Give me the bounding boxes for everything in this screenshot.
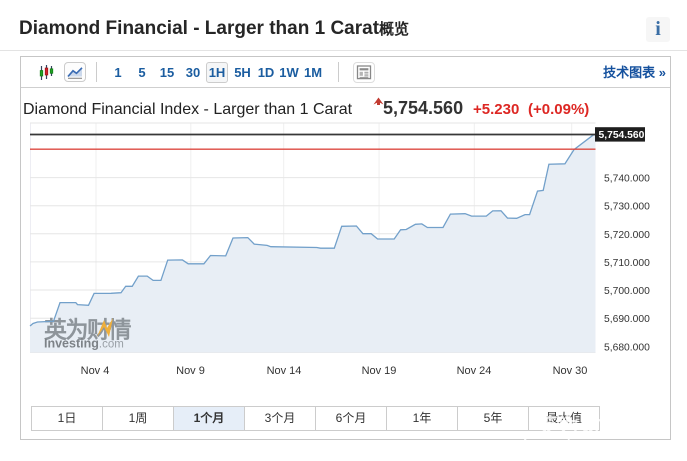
- svg-text:Nov 14: Nov 14: [267, 365, 302, 377]
- svg-text:Nov 4: Nov 4: [81, 365, 110, 377]
- svg-text:5,754.560: 5,754.560: [599, 130, 645, 141]
- svg-text:Investing.com: Investing.com: [44, 337, 124, 351]
- svg-text:5,740.000: 5,740.000: [604, 174, 650, 185]
- svg-text:5,690.000: 5,690.000: [604, 314, 650, 325]
- svg-text:Nov 30: Nov 30: [553, 365, 588, 377]
- svg-text:5,700.000: 5,700.000: [604, 286, 650, 297]
- svg-text:5,680.000: 5,680.000: [604, 342, 650, 353]
- svg-text:5,710.000: 5,710.000: [604, 258, 650, 269]
- svg-text:5,720.000: 5,720.000: [604, 230, 650, 241]
- svg-text:英为财情: 英为财情: [44, 317, 132, 343]
- svg-text:Nov 19: Nov 19: [362, 365, 397, 377]
- svg-text:Nov 9: Nov 9: [176, 365, 205, 377]
- svg-text:5,730.000: 5,730.000: [604, 202, 650, 213]
- svg-text:Nov 24: Nov 24: [457, 365, 492, 377]
